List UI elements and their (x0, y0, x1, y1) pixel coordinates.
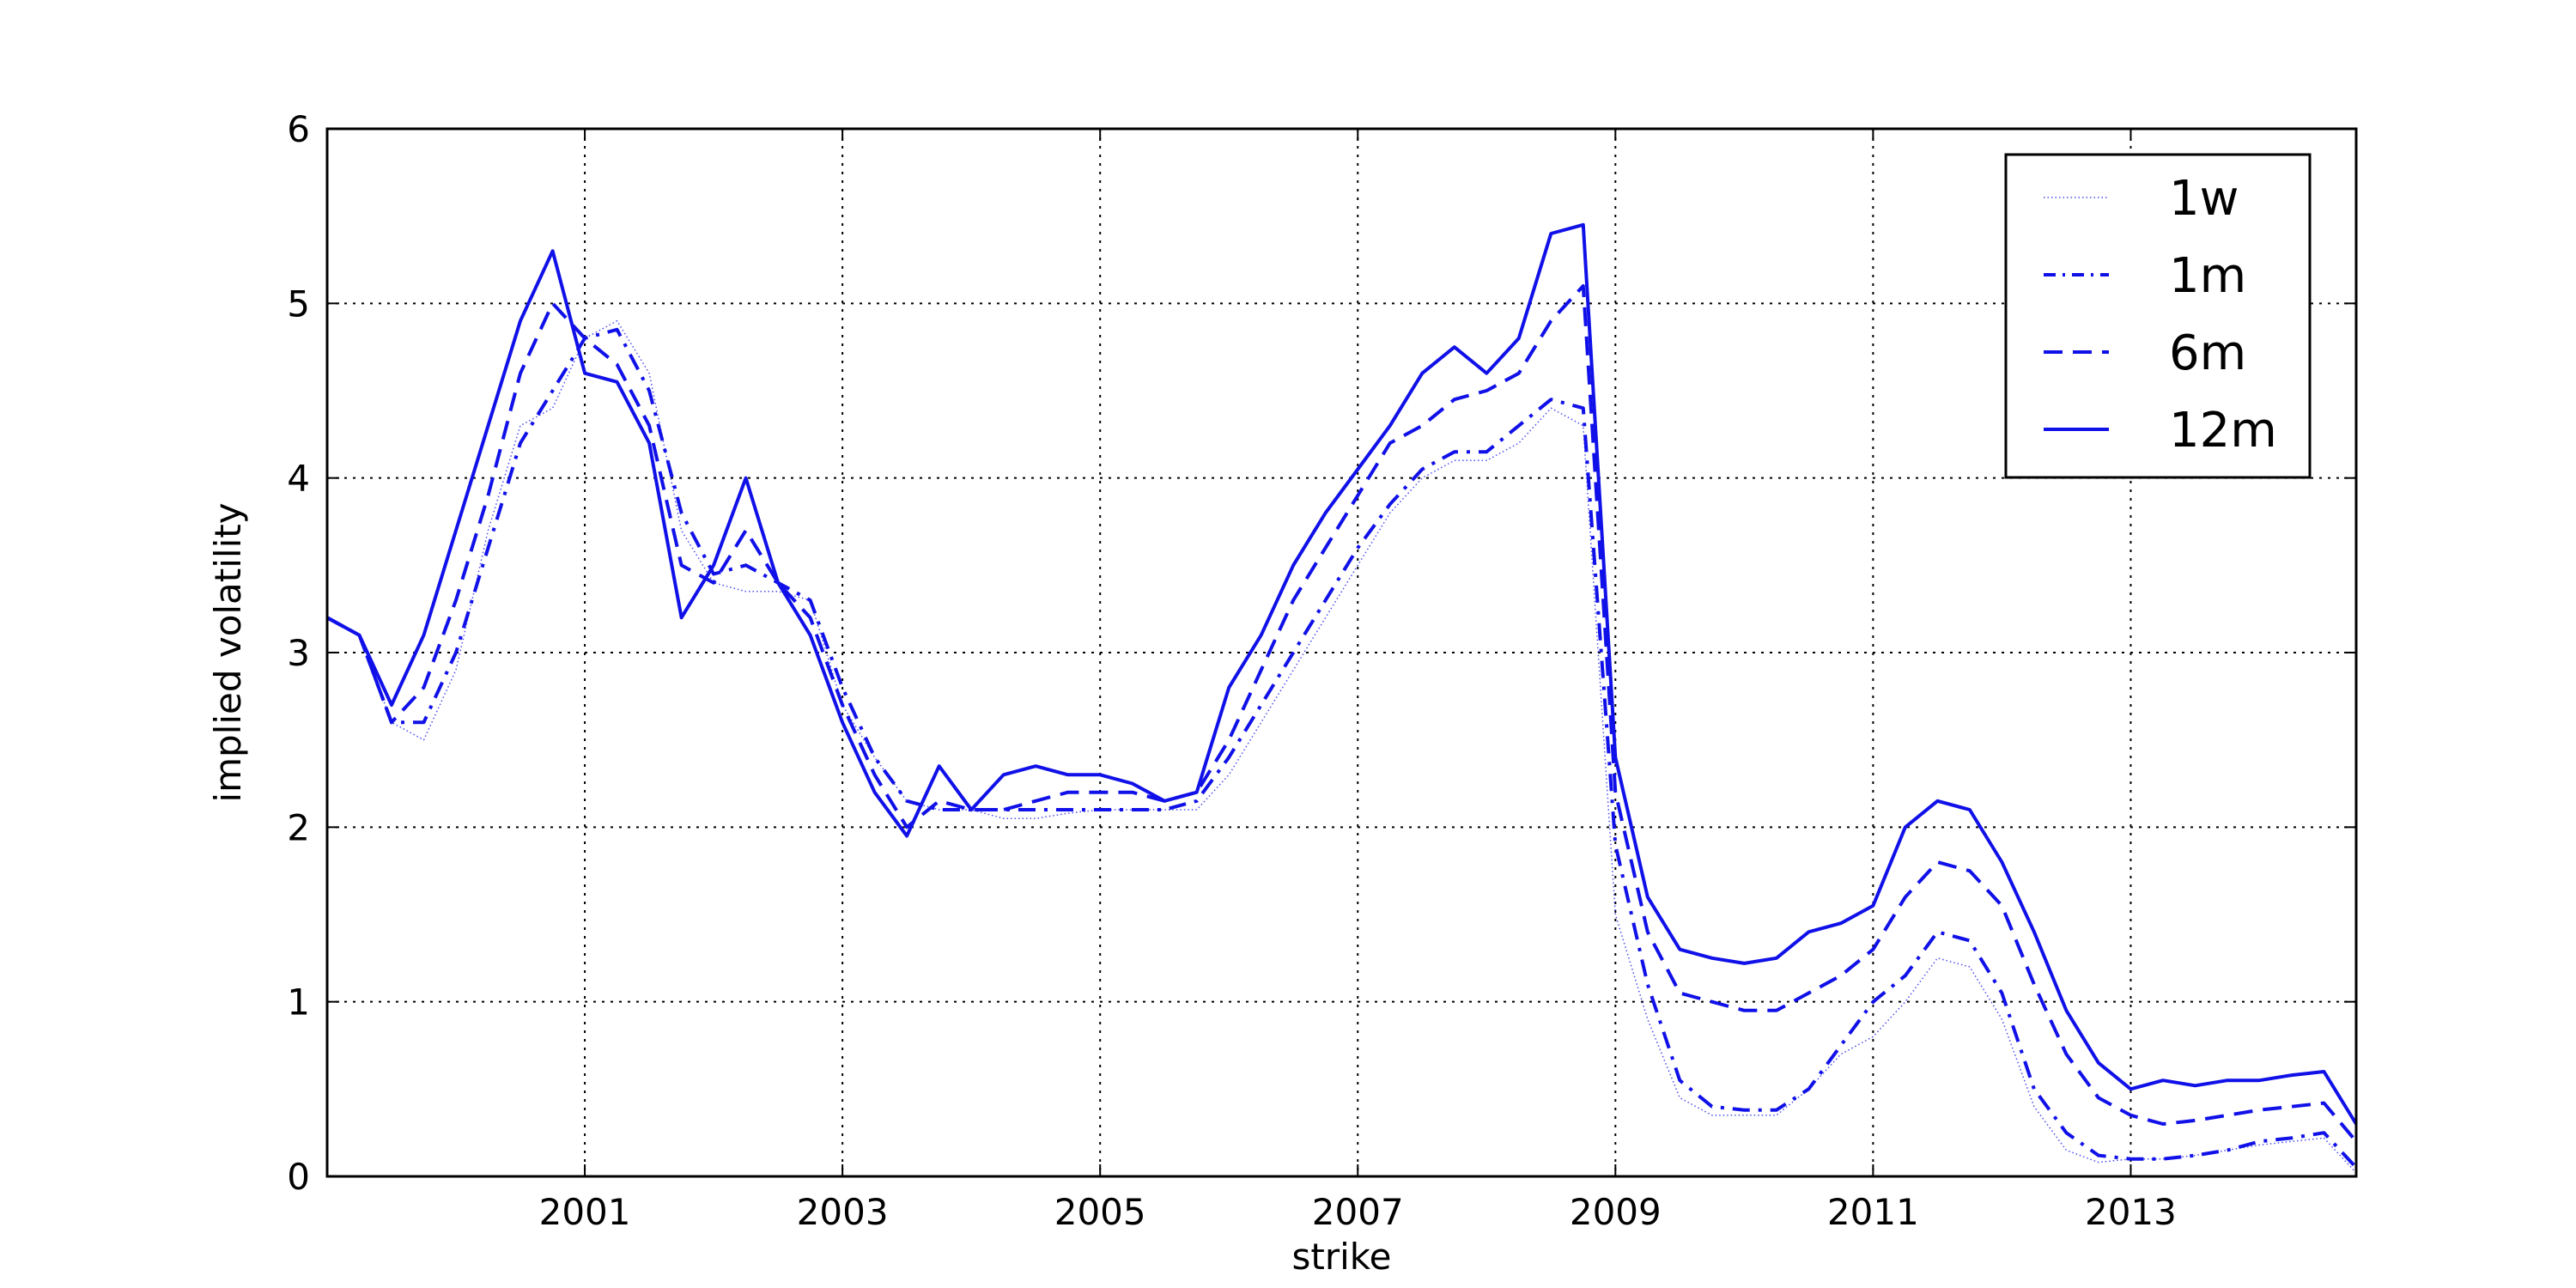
x-axis-label: strike (1292, 1236, 1392, 1278)
x-tick-label: 2011 (1827, 1191, 1919, 1233)
y-tick-label: 5 (287, 283, 310, 325)
y-tick-label: 6 (287, 108, 310, 150)
y-tick-label: 2 (287, 806, 310, 848)
series-line-1m (326, 327, 2358, 1170)
x-tick-label: 2007 (1312, 1191, 1404, 1233)
legend-label-12m: 12m (2169, 403, 2277, 459)
grid-lines (327, 129, 2356, 1176)
legend-box (2004, 153, 2312, 479)
legend: 1w 1m 6m 12m (2004, 153, 2312, 479)
y-tick-label: 3 (287, 632, 310, 674)
y-tick-label: 1 (287, 981, 310, 1024)
legend-label-1m: 1m (2169, 248, 2246, 304)
y-tick-label: 4 (287, 458, 310, 500)
x-tick-label: 2009 (1570, 1191, 1662, 1233)
x-tick-label: 2013 (2085, 1191, 2177, 1233)
legend-label-6m: 6m (2169, 325, 2246, 381)
y-axis-label: implied volatility (207, 502, 249, 802)
series-lines (326, 222, 2358, 1174)
x-axis-ticks: 2001 2003 2005 2007 2009 2011 2013 (539, 129, 2177, 1233)
series-line-12m (326, 222, 2358, 1126)
x-tick-label: 2001 (539, 1191, 631, 1233)
x-tick-label: 2005 (1054, 1191, 1146, 1233)
series-line-6m (326, 284, 2358, 1143)
series-line-1w (326, 319, 2357, 1174)
y-tick-label: 0 (287, 1156, 310, 1198)
x-tick-label: 2003 (797, 1191, 889, 1233)
y-axis-ticks: 0 1 2 3 4 5 6 (287, 108, 2356, 1198)
legend-label-1w: 1w (2169, 171, 2239, 227)
